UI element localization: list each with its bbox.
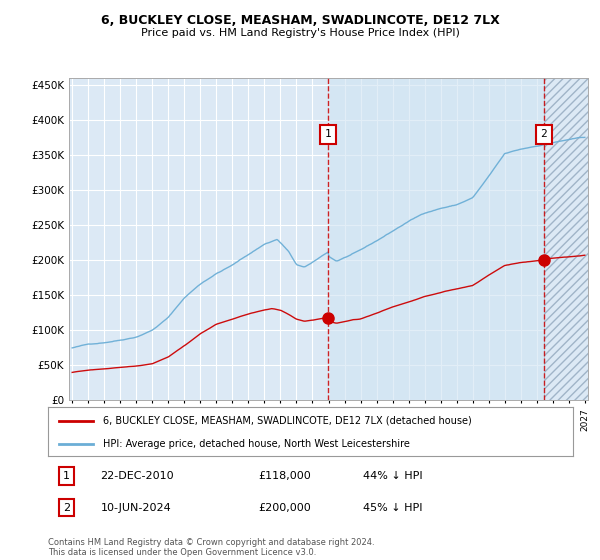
Text: 22-DEC-2010: 22-DEC-2010 (101, 471, 174, 481)
Text: 6, BUCKLEY CLOSE, MEASHAM, SWADLINCOTE, DE12 7LX: 6, BUCKLEY CLOSE, MEASHAM, SWADLINCOTE, … (101, 14, 499, 27)
Text: 45% ↓ HPI: 45% ↓ HPI (363, 502, 422, 512)
Text: 2: 2 (63, 502, 70, 512)
Text: HPI: Average price, detached house, North West Leicestershire: HPI: Average price, detached house, Nort… (103, 439, 410, 449)
Bar (328, 78, 544, 400)
Text: 44% ↓ HPI: 44% ↓ HPI (363, 471, 422, 481)
Text: 6, BUCKLEY CLOSE, MEASHAM, SWADLINCOTE, DE12 7LX (detached house): 6, BUCKLEY CLOSE, MEASHAM, SWADLINCOTE, … (103, 416, 472, 426)
Bar (544, 78, 600, 400)
Text: 1: 1 (325, 129, 331, 139)
Text: 1: 1 (63, 471, 70, 481)
Text: 10-JUN-2024: 10-JUN-2024 (101, 502, 171, 512)
Text: Contains HM Land Registry data © Crown copyright and database right 2024.
This d: Contains HM Land Registry data © Crown c… (48, 538, 374, 557)
Text: 2: 2 (541, 129, 547, 139)
Text: £200,000: £200,000 (258, 502, 311, 512)
Text: Price paid vs. HM Land Registry's House Price Index (HPI): Price paid vs. HM Land Registry's House … (140, 28, 460, 38)
Text: £118,000: £118,000 (258, 471, 311, 481)
